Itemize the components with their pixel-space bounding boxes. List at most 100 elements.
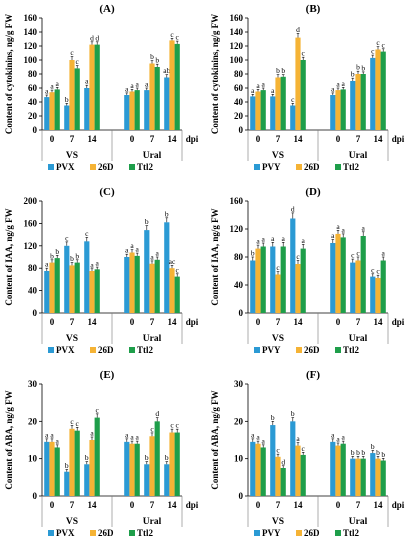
significance-letter-ttl2-ural-7: a	[362, 223, 366, 232]
significance-letter-26d-ural-7: b	[356, 63, 360, 72]
bar-ttl2-vs-7	[280, 468, 286, 496]
bar-26d-vs-0	[49, 441, 55, 496]
legend-item-pvx: PVX	[48, 528, 75, 538]
x-tick-label: 7	[70, 317, 75, 327]
y-tick-label: 160	[230, 196, 244, 206]
x-tick-label: 14	[88, 317, 98, 327]
significance-letter-ttl2-vs-0: a	[56, 79, 60, 88]
significance-letter-ttl2-vs-14: a	[302, 236, 306, 245]
bar-ttl2-ural-14	[380, 51, 386, 130]
bar-ttl2-ural-0	[340, 443, 346, 496]
bar-26d-ural-0	[335, 90, 341, 130]
group-label-vs: VS	[66, 151, 78, 161]
significance-letter-ttl2-vs-7: b	[281, 66, 285, 75]
legend-swatch	[129, 530, 135, 536]
x-tick-label: 14	[374, 317, 384, 327]
bar-pvx-ural-14	[164, 464, 170, 496]
bar-26d-vs-14	[295, 264, 301, 313]
panel-label: (F)	[306, 369, 320, 381]
legend-item-26d: 26D	[296, 162, 320, 172]
x-tick-label: 0	[130, 500, 135, 510]
y-axis-title: Content of IAA, ng/g FW	[210, 208, 220, 305]
bar-pvy-ural-0	[330, 441, 336, 496]
bar-26d-vs-7	[69, 60, 75, 130]
significance-letter-pvx-ural-7: b	[145, 453, 149, 462]
bar-pvx-vs-7	[64, 245, 70, 313]
bar-ttl2-vs-14	[94, 269, 100, 313]
panel-f: (F) Content of ABA, ng/g FW 0 10 20 30 0 7 14 VS 0…	[210, 369, 405, 538]
y-tick-label: 40	[28, 286, 38, 296]
significance-letter-26d-vs-0: b	[50, 251, 54, 260]
y-tick-label: 80	[28, 69, 38, 79]
bar-26d-ural-14	[169, 268, 175, 313]
group-label-vs: VS	[272, 151, 284, 161]
significance-letter-ttl2-ural-7: b	[361, 448, 365, 457]
legend-label: PVY	[262, 345, 281, 355]
significance-letter-ttl2-vs-7: a	[282, 234, 286, 243]
significance-letter-pvx-ural-0: a	[125, 246, 129, 255]
significance-letter-26d-vs-14: a	[90, 260, 94, 269]
significance-letter-26d-ural-7: b	[150, 52, 154, 61]
bar-ttl2-vs-0	[260, 90, 266, 130]
significance-letter-26d-ural-0: a	[130, 433, 134, 442]
significance-letter-pvy-ural-0: a	[331, 84, 335, 93]
legend-label: Ttl2	[137, 162, 154, 172]
significance-letter-26d-vs-7: c	[70, 48, 74, 57]
bar-ttl2-ural-0	[134, 90, 140, 130]
bar-ttl2-vs-14	[300, 454, 306, 496]
x-tick-label: 0	[50, 134, 55, 144]
bar-ttl2-ural-14	[174, 43, 180, 130]
significance-letter-ttl2-vs-0: a	[262, 436, 266, 445]
bar-ttl2-vs-14	[94, 417, 100, 496]
bar-26d-ural-14	[169, 432, 175, 496]
panel-a: (A) Content of cytokinins, ng/g FW 0 20 40 60…	[4, 3, 199, 172]
bar-pvx-ural-14	[164, 222, 170, 313]
bar-26d-vs-7	[275, 274, 281, 313]
bar-ttl2-ural-0	[340, 237, 346, 313]
group-label-vs: VS	[66, 334, 78, 344]
bar-ttl2-ural-7	[154, 421, 160, 496]
legend-swatch	[254, 347, 260, 353]
bar-26d-ural-0	[335, 233, 341, 313]
y-tick-label: 20	[234, 111, 244, 121]
y-tick-label: 160	[230, 13, 244, 23]
x-tick-label: 0	[336, 317, 341, 327]
significance-letter-pvy-vs-14: d	[291, 204, 295, 213]
y-tick-label: 120	[230, 41, 244, 51]
significance-letter-ttl2-vs-7: c	[76, 57, 80, 66]
x-tick-label: 0	[256, 134, 261, 144]
significance-letter-pvy-vs-0: a	[251, 86, 255, 95]
legend-swatch	[48, 347, 54, 353]
x-tick-label: 14	[168, 317, 178, 327]
x-tick-label: 7	[150, 134, 155, 144]
significance-letter-26d-vs-14: c	[296, 252, 300, 261]
bar-pvy-vs-0	[250, 441, 256, 496]
bar-pvx-ural-0	[124, 95, 130, 130]
significance-letter-pvx-ural-14: b	[165, 453, 169, 462]
significance-letter-ttl2-ural-0: a	[342, 79, 346, 88]
x-tick-label: 0	[50, 500, 55, 510]
x-tick-label: 14	[168, 500, 178, 510]
legend-swatch	[254, 164, 260, 170]
significance-letter-26d-ural-14: c	[170, 421, 174, 430]
significance-letter-ttl2-vs-14: c	[302, 49, 306, 58]
significance-letter-26d-ural-7: a	[150, 252, 154, 261]
y-tick-label: 0	[239, 308, 244, 318]
panel-b: (B) Content of cytokinins, ng/g FW 0 20 40 60…	[210, 3, 405, 172]
y-tick-label: 10	[234, 454, 244, 464]
legend-label: Ttl2	[343, 345, 360, 355]
significance-letter-26d-vs-0: a	[256, 433, 260, 442]
bar-pvy-vs-7	[270, 425, 276, 496]
significance-letter-ttl2-vs-0: a	[56, 436, 60, 445]
y-tick-label: 200	[24, 196, 38, 206]
legend-label: PVX	[56, 162, 75, 172]
bar-ttl2-vs-0	[260, 246, 266, 313]
significance-letter-26d-ural-14: b	[376, 448, 380, 457]
significance-letter-26d-ural-0: a	[336, 222, 340, 231]
significance-letter-ttl2-ural-7: b	[361, 63, 365, 72]
significance-letter-ttl2-ural-14: c	[176, 265, 180, 274]
significance-letter-26d-vs-7: c	[276, 263, 280, 272]
significance-letter-26d-vs-0: a	[50, 430, 54, 439]
significance-letter-ttl2-ural-0: a	[136, 245, 140, 254]
y-tick-label: 140	[230, 27, 244, 37]
